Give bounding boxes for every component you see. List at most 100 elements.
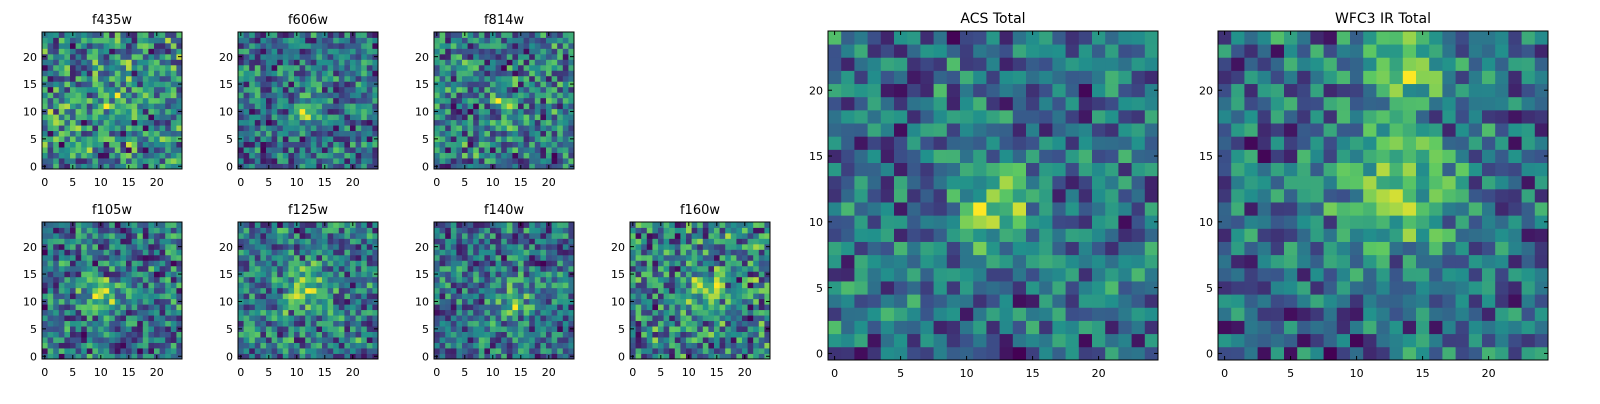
heatmap-cell xyxy=(759,332,765,338)
heatmap-cell xyxy=(249,271,255,277)
heatmap-cell xyxy=(456,299,462,305)
heatmap-cell xyxy=(350,321,356,327)
heatmap-cell xyxy=(563,293,569,299)
heatmap-cell xyxy=(249,249,255,255)
heatmap-cell xyxy=(501,293,507,299)
heatmap-cell xyxy=(552,142,558,148)
heatmap-cell xyxy=(244,54,250,60)
heatmap-cell xyxy=(714,315,720,321)
heatmap-cell xyxy=(552,337,558,343)
heatmap-cell xyxy=(137,98,143,104)
heatmap-cell xyxy=(630,293,636,299)
heatmap-cell xyxy=(283,87,289,93)
heatmap-cell xyxy=(92,65,98,71)
heatmap-cell xyxy=(686,227,692,233)
heatmap-cell xyxy=(333,142,339,148)
heatmap-cell xyxy=(759,299,765,305)
heatmap-cell xyxy=(479,343,485,349)
heatmap-cell xyxy=(563,109,569,115)
heatmap-cell xyxy=(59,315,65,321)
heatmap-cell xyxy=(451,310,457,316)
heatmap-cell xyxy=(249,59,255,65)
heatmap-cell xyxy=(350,81,356,87)
heatmap-cell xyxy=(468,120,474,126)
heatmap-cell xyxy=(115,222,121,228)
heatmap-cell xyxy=(109,59,115,65)
heatmap-cell xyxy=(1039,255,1053,269)
heatmap-cell xyxy=(143,142,149,148)
heatmap-cell xyxy=(731,271,737,277)
heatmap-cell xyxy=(524,238,530,244)
heatmap-cell xyxy=(742,255,748,261)
heatmap-cell xyxy=(249,255,255,261)
heatmap-cell xyxy=(148,277,154,283)
heatmap-cell xyxy=(64,98,70,104)
heatmap-cell xyxy=(960,228,974,242)
heatmap-cell xyxy=(708,249,714,255)
heatmap-cell xyxy=(451,299,457,305)
heatmap-cell xyxy=(703,288,709,294)
heatmap-cell xyxy=(249,87,255,93)
heatmap-cell xyxy=(714,260,720,266)
heatmap-cell xyxy=(300,98,306,104)
heatmap-cell xyxy=(64,249,70,255)
heatmap-cell xyxy=(563,348,569,354)
heatmap-cell xyxy=(664,238,670,244)
heatmap-cell xyxy=(512,321,518,327)
heatmap-cell xyxy=(714,293,720,299)
heatmap-cell xyxy=(462,153,468,159)
heatmap-cell xyxy=(288,244,294,250)
heatmap-cell xyxy=(148,299,154,305)
heatmap-cell xyxy=(535,277,541,283)
heatmap-cell xyxy=(70,131,76,137)
heatmap-cell xyxy=(361,37,367,43)
heatmap-cell xyxy=(70,299,76,305)
heatmap-cell xyxy=(445,114,451,120)
heatmap-cell xyxy=(277,65,283,71)
heatmap-cell xyxy=(322,288,328,294)
heatmap-cell xyxy=(59,304,65,310)
heatmap-cell xyxy=(680,310,686,316)
heatmap-cell xyxy=(828,321,842,335)
heatmap-cell xyxy=(266,120,272,126)
heatmap-cell xyxy=(725,304,731,310)
heatmap-cell xyxy=(456,43,462,49)
heatmap-cell xyxy=(1000,294,1014,308)
heatmap-cell xyxy=(238,153,244,159)
heatmap-cell xyxy=(272,304,278,310)
heatmap-cell xyxy=(126,37,132,43)
heatmap-cell xyxy=(143,222,149,228)
heatmap-cell xyxy=(126,233,132,239)
heatmap-cell xyxy=(563,59,569,65)
heatmap-cell xyxy=(501,310,507,316)
heatmap-cell xyxy=(703,310,709,316)
heatmap-cell xyxy=(154,59,160,65)
heatmap-cell xyxy=(669,260,675,266)
heatmap-cell xyxy=(641,244,647,250)
heatmap-cell xyxy=(907,321,921,335)
heatmap-cell xyxy=(76,109,82,115)
heatmap-cell xyxy=(742,315,748,321)
heatmap-cell xyxy=(1026,255,1040,269)
heatmap-cell xyxy=(148,109,154,115)
heatmap-cell xyxy=(456,92,462,98)
heatmap-cell xyxy=(518,37,524,43)
heatmap-cell xyxy=(468,271,474,277)
heatmap-cell xyxy=(557,299,563,305)
heatmap-cell xyxy=(708,304,714,310)
heatmap-cell xyxy=(339,260,345,266)
heatmap-cell xyxy=(894,149,908,163)
heatmap-cell xyxy=(160,131,166,137)
heatmap-cell xyxy=(249,92,255,98)
heatmap-cell xyxy=(328,125,334,131)
heatmap-cell xyxy=(104,103,110,109)
heatmap-cell xyxy=(126,153,132,159)
heatmap-cell xyxy=(120,233,126,239)
heatmap-cell xyxy=(53,348,59,354)
heatmap-cell xyxy=(557,81,563,87)
heatmap-cell xyxy=(165,136,171,142)
heatmap-cell xyxy=(535,153,541,159)
heatmap-cell xyxy=(720,255,726,261)
heatmap-cell xyxy=(266,348,272,354)
heatmap-cell xyxy=(714,321,720,327)
